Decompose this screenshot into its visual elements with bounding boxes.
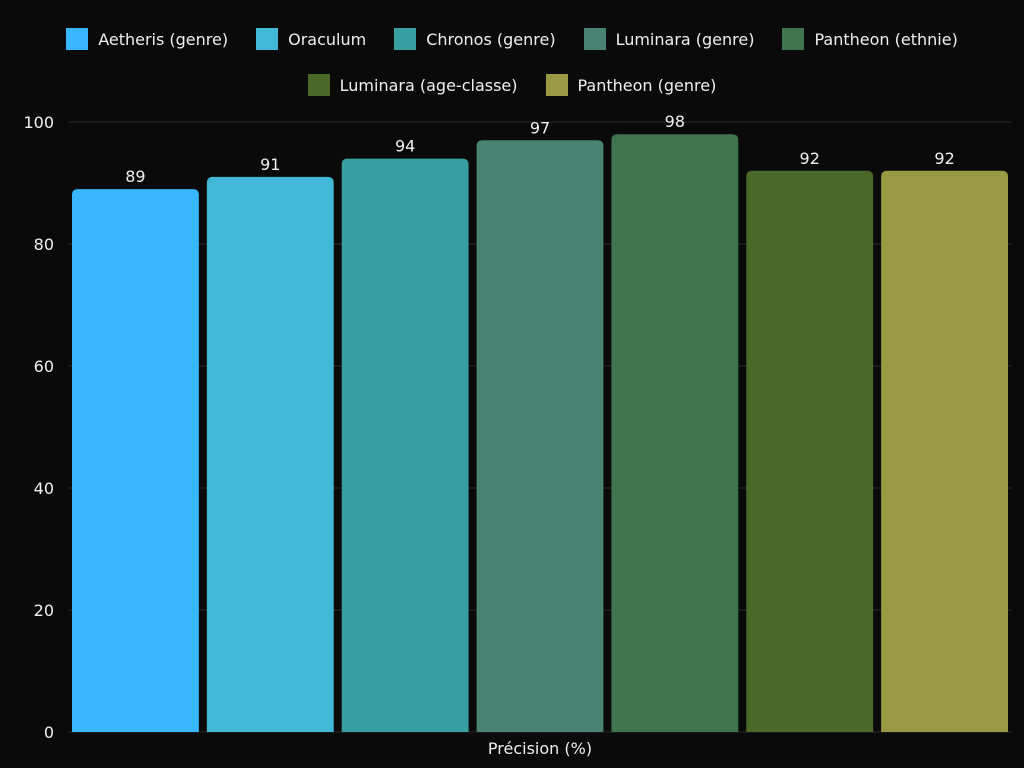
bar-value-label: 94 xyxy=(395,137,415,156)
legend-swatch xyxy=(583,28,606,50)
y-tick-label: 60 xyxy=(34,357,54,376)
legend-swatch xyxy=(307,74,330,96)
y-axis-ticks: 0 20 40 60 80 100 xyxy=(23,113,54,742)
legend-item[interactable]: Luminara (genre) xyxy=(583,28,755,50)
legend-label: Luminara (genre) xyxy=(615,29,755,49)
bar[interactable] xyxy=(206,176,334,732)
legend-label: Pantheon (genre) xyxy=(577,75,717,95)
y-tick-label: 80 xyxy=(34,235,54,254)
legend-label: Oraculum xyxy=(288,29,367,49)
legend-item[interactable]: Pantheon (ethnie) xyxy=(782,28,958,50)
bar-value-label: 92 xyxy=(934,149,954,168)
legend-label: Luminara (age-classe) xyxy=(339,75,518,95)
bar-value-label: 97 xyxy=(530,118,550,137)
bar-value-label: 92 xyxy=(800,149,820,168)
bars xyxy=(72,134,1008,733)
legend-swatch xyxy=(256,28,279,50)
data-labels: 89 91 94 97 98 92 92 xyxy=(125,112,955,186)
legend-item[interactable]: Oraculum xyxy=(256,28,366,50)
x-axis-label: Précision (%) xyxy=(488,739,592,758)
bar[interactable] xyxy=(72,189,199,733)
legend-swatch xyxy=(394,28,417,50)
y-tick-label: 100 xyxy=(23,113,54,132)
bar[interactable] xyxy=(341,158,469,733)
legend-swatch xyxy=(66,28,89,50)
bar[interactable] xyxy=(881,170,1008,733)
legend-item[interactable]: Chronos (genre) xyxy=(394,28,556,50)
bar-value-label: 89 xyxy=(125,167,145,186)
legend-row-2: Luminara (age-classe) Pantheon (genre) xyxy=(0,62,1024,108)
bar[interactable] xyxy=(746,170,874,733)
bar[interactable] xyxy=(476,140,604,733)
y-tick-label: 20 xyxy=(34,601,54,620)
bar-value-label: 98 xyxy=(665,112,685,131)
y-tick-label: 0 xyxy=(44,723,54,742)
legend-row-1: Aetheris (genre) Oraculum Chronos (genre) L… xyxy=(0,16,1024,62)
legend-label: Aetheris (genre) xyxy=(98,29,229,49)
legend-label: Pantheon (ethnie) xyxy=(814,29,958,49)
legend-label: Chronos (genre) xyxy=(426,29,556,49)
legend-swatch xyxy=(782,28,805,50)
bar-value-label: 91 xyxy=(260,155,280,174)
y-tick-label: 40 xyxy=(34,479,54,498)
legend-item[interactable]: Pantheon (genre) xyxy=(545,74,717,96)
legend-item[interactable]: Luminara (age-classe) xyxy=(307,74,518,96)
legend-swatch xyxy=(545,74,568,96)
legend-item[interactable]: Aetheris (genre) xyxy=(66,28,228,50)
bar[interactable] xyxy=(611,134,739,732)
